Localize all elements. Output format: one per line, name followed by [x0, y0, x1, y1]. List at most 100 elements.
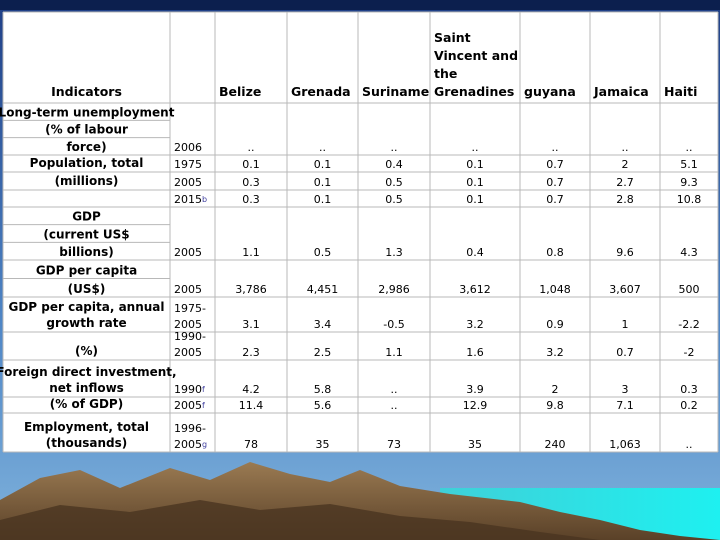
value-cell: 2.3 — [242, 346, 260, 359]
value-cell: 73 — [387, 438, 401, 451]
value-cell: 0.3 — [680, 383, 698, 396]
year-cell: 1990f — [174, 383, 205, 396]
value-cell: 0.5 — [385, 193, 403, 206]
value-cell: 1.1 — [385, 346, 403, 359]
value-cell: .. — [472, 141, 479, 154]
value-cell: 500 — [679, 283, 700, 296]
value-cell: 1 — [622, 318, 629, 331]
year-cell: 2005 — [174, 346, 202, 359]
indicator-cell: Employment, total — [24, 420, 149, 434]
header-cell: guyana — [524, 84, 576, 99]
year-cell: 2005 — [174, 318, 202, 331]
top-bar — [0, 0, 720, 10]
indicator-cell: Long-term unemployment — [0, 105, 175, 119]
value-cell: 3 — [622, 383, 629, 396]
value-cell: 35 — [316, 438, 330, 451]
value-cell: 0.4 — [466, 246, 484, 259]
indicator-cell: GDP per capita, annual — [8, 300, 164, 314]
value-cell: 2.5 — [314, 346, 332, 359]
indicator-cell: billions) — [59, 245, 113, 259]
year-cell: 2005 — [174, 246, 202, 259]
value-cell: 0.7 — [616, 346, 634, 359]
value-cell: .. — [622, 141, 629, 154]
value-cell: 0.8 — [546, 246, 564, 259]
value-cell: 3.4 — [314, 318, 332, 331]
table: Indicators Belize Grenada Suriname Saint Vinc… — [0, 11, 719, 453]
year-note: b — [202, 195, 207, 204]
value-cell: 0.1 — [466, 193, 484, 206]
header-cell: Grenadines — [434, 84, 514, 99]
indicator-cell: (millions) — [55, 174, 119, 188]
value-cell: 3,786 — [235, 283, 267, 296]
value-cell: 11.4 — [239, 399, 264, 412]
value-cell: 5.6 — [314, 399, 332, 412]
value-cell: 7.1 — [616, 399, 634, 412]
value-cell: 0.1 — [314, 193, 332, 206]
value-cell: 0.1 — [242, 158, 260, 171]
value-cell: 3.1 — [242, 318, 260, 331]
value-cell: 0.5 — [314, 246, 332, 259]
indicator-cell: GDP per capita — [36, 264, 137, 278]
value-cell: 0.1 — [314, 158, 332, 171]
header-cell: Vincent and — [434, 48, 518, 63]
value-cell: 9.6 — [616, 246, 634, 259]
value-cell: 5.8 — [314, 383, 332, 396]
value-cell: 0.1 — [314, 176, 332, 189]
value-cell: 0.1 — [466, 158, 484, 171]
value-cell: 0.9 — [546, 318, 564, 331]
value-cell: .. — [248, 141, 255, 154]
value-cell: -0.5 — [383, 318, 404, 331]
value-cell: 1,063 — [609, 438, 641, 451]
header-cell: Grenada — [291, 84, 351, 99]
value-cell: 3.2 — [546, 346, 564, 359]
value-cell: 5.1 — [680, 158, 698, 171]
indicator-cell: (current US$ — [43, 227, 129, 241]
year-cell: 2006 — [174, 141, 202, 154]
value-cell: 1,048 — [539, 283, 571, 296]
year-cell: 2005 — [174, 176, 202, 189]
header-cell: Suriname — [362, 84, 429, 99]
year-cell: 2015b — [174, 193, 207, 206]
indicator-cell: force) — [66, 140, 106, 154]
header-cell: Belize — [219, 84, 261, 99]
value-cell: 0.7 — [546, 193, 564, 206]
value-cell: -2 — [684, 346, 695, 359]
value-cell: 3.2 — [466, 318, 484, 331]
value-cell: 0.4 — [385, 158, 403, 171]
indicator-cell: (US$) — [68, 282, 106, 296]
value-cell: 35 — [468, 438, 482, 451]
header-cell: Jamaica — [593, 84, 649, 99]
value-cell: 0.2 — [680, 399, 698, 412]
value-cell: 240 — [545, 438, 566, 451]
year-cell: 2005f — [174, 399, 205, 412]
value-cell: .. — [319, 141, 326, 154]
indicator-cell: (% of GDP) — [50, 397, 123, 411]
value-cell: 4,451 — [307, 283, 339, 296]
value-cell: 3,612 — [459, 283, 491, 296]
value-cell: 4.2 — [242, 383, 260, 396]
value-cell: 1.1 — [242, 246, 260, 259]
value-cell: 2,986 — [378, 283, 410, 296]
value-cell: 10.8 — [677, 193, 702, 206]
value-cell: 78 — [244, 438, 258, 451]
value-cell: .. — [391, 383, 398, 396]
indicator-cell: GDP — [72, 210, 101, 224]
value-cell: 0.3 — [242, 193, 260, 206]
year-cell: 1996- — [174, 422, 206, 435]
indicator-cell: Population, total — [30, 156, 144, 170]
value-cell: 12.9 — [463, 399, 488, 412]
year-cell: 1990- — [174, 330, 206, 343]
value-cell: 2.7 — [616, 176, 634, 189]
indicator-cell: (% of labour — [45, 123, 128, 137]
header-cell: Indicators — [51, 84, 122, 99]
value-cell: .. — [686, 141, 693, 154]
value-cell: 3.9 — [466, 383, 484, 396]
year-note: f — [202, 385, 205, 394]
value-cell: 0.7 — [546, 158, 564, 171]
year-note: f — [202, 401, 205, 410]
value-cell: 0.3 — [242, 176, 260, 189]
header-cell: the — [434, 66, 457, 81]
value-cell: .. — [552, 141, 559, 154]
value-cell: 2 — [622, 158, 629, 171]
indicator-cell: (thousands) — [46, 436, 128, 450]
